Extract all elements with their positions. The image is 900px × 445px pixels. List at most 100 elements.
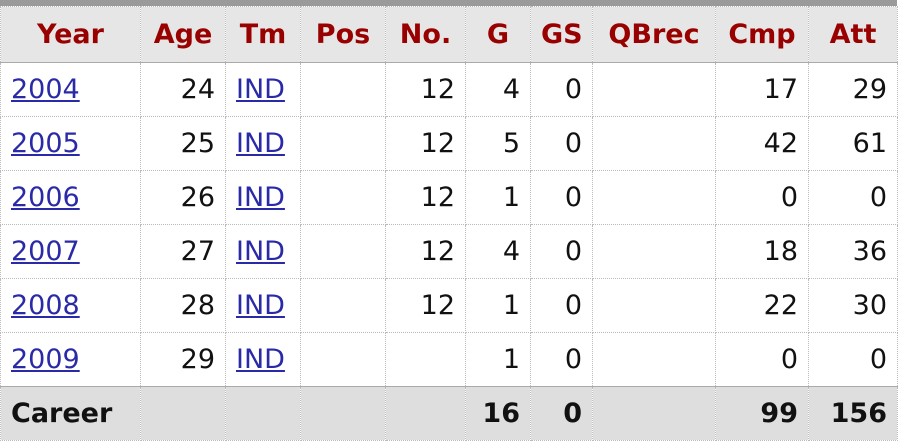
- data-row: 2006 26 IND 12 1 0 0 0: [0, 170, 898, 225]
- table-body: 2004 24 IND 12 4 0 17 29 2005 25 IND 12 5 0 42 61 2006 26…: [0, 62, 898, 441]
- year-link[interactable]: 2006: [11, 182, 80, 213]
- column-header: Year: [0, 6, 141, 63]
- cell: 156: [808, 386, 898, 441]
- stats-table: Year Age Tm Pos No. G GS QBrec Cmp Att 2004 24 IND 1…: [0, 6, 898, 441]
- cell: 2008: [0, 278, 141, 333]
- cell: 30: [808, 278, 898, 333]
- cell: 0: [530, 332, 593, 387]
- cell: 4: [465, 62, 531, 117]
- cell: 1: [465, 332, 531, 387]
- cell: IND: [225, 278, 301, 333]
- cell: 0: [808, 332, 898, 387]
- cell: [300, 170, 386, 225]
- cell: 0: [530, 62, 593, 117]
- column-header: Cmp: [715, 6, 809, 63]
- data-row: 2005 25 IND 12 5 0 42 61: [0, 116, 898, 171]
- cell: 17: [715, 62, 809, 117]
- column-header: No.: [385, 6, 466, 63]
- cell: 42: [715, 116, 809, 171]
- data-row: 2007 27 IND 12 4 0 18 36: [0, 224, 898, 279]
- column-header: G: [465, 6, 531, 63]
- cell: 99: [715, 386, 809, 441]
- cell: IND: [225, 224, 301, 279]
- column-header: Tm: [225, 6, 301, 63]
- year-link[interactable]: 2005: [11, 128, 80, 159]
- cell: 16: [465, 386, 531, 441]
- team-link[interactable]: IND: [236, 290, 285, 321]
- team-link[interactable]: IND: [236, 74, 285, 105]
- cell: 0: [715, 332, 809, 387]
- cell: 5: [465, 116, 531, 171]
- cell: 27: [140, 224, 226, 279]
- data-row: 2009 29 IND 1 0 0 0: [0, 332, 898, 387]
- cell: 0: [808, 170, 898, 225]
- cell: 18: [715, 224, 809, 279]
- cell: [592, 170, 716, 225]
- career-row: Career 16 0 99 156: [0, 386, 898, 441]
- table-header: Year Age Tm Pos No. G GS QBrec Cmp Att: [0, 6, 898, 63]
- header-row: Year Age Tm Pos No. G GS QBrec Cmp Att: [0, 6, 898, 63]
- cell: 25: [140, 116, 226, 171]
- cell: [300, 386, 386, 441]
- cell: 0: [530, 278, 593, 333]
- cell: 1: [465, 278, 531, 333]
- cell: 0: [530, 116, 593, 171]
- cell: 28: [140, 278, 226, 333]
- cell: 2007: [0, 224, 141, 279]
- cell: [592, 116, 716, 171]
- cell: 24: [140, 62, 226, 117]
- cell: IND: [225, 116, 301, 171]
- cell: [300, 332, 386, 387]
- cell: [592, 386, 716, 441]
- cell: [300, 224, 386, 279]
- cell: 12: [385, 170, 466, 225]
- column-header: Att: [808, 6, 898, 63]
- cell: Career: [0, 386, 141, 441]
- team-link[interactable]: IND: [236, 182, 285, 213]
- data-row: 2008 28 IND 12 1 0 22 30: [0, 278, 898, 333]
- cell: 12: [385, 278, 466, 333]
- cell: IND: [225, 332, 301, 387]
- team-link[interactable]: IND: [236, 236, 285, 267]
- cell: 12: [385, 224, 466, 279]
- cell: 0: [530, 386, 593, 441]
- cell: 0: [715, 170, 809, 225]
- year-link[interactable]: 2007: [11, 236, 80, 267]
- cell: 61: [808, 116, 898, 171]
- cell: 12: [385, 116, 466, 171]
- cell: 2009: [0, 332, 141, 387]
- column-header: Age: [140, 6, 226, 63]
- cell: [140, 386, 226, 441]
- cell: 26: [140, 170, 226, 225]
- team-link[interactable]: IND: [236, 128, 285, 159]
- cell: [300, 278, 386, 333]
- cell: 4: [465, 224, 531, 279]
- cell: 29: [808, 62, 898, 117]
- column-header: Pos: [300, 6, 386, 63]
- column-header: QBrec: [592, 6, 716, 63]
- cell: 0: [530, 224, 593, 279]
- cell: 2005: [0, 116, 141, 171]
- cell: IND: [225, 62, 301, 117]
- year-link[interactable]: 2008: [11, 290, 80, 321]
- cell: [225, 386, 301, 441]
- cell: 22: [715, 278, 809, 333]
- cell: [592, 62, 716, 117]
- team-link[interactable]: IND: [236, 344, 285, 375]
- cell: 12: [385, 62, 466, 117]
- year-link[interactable]: 2004: [11, 74, 80, 105]
- cell: [592, 224, 716, 279]
- cell: [300, 62, 386, 117]
- cell: [592, 278, 716, 333]
- cell: 1: [465, 170, 531, 225]
- cell: [592, 332, 716, 387]
- cell: 2004: [0, 62, 141, 117]
- cell: 2006: [0, 170, 141, 225]
- year-link[interactable]: 2009: [11, 344, 80, 375]
- cell: [385, 332, 466, 387]
- cell: [300, 116, 386, 171]
- cell: 29: [140, 332, 226, 387]
- cell: [385, 386, 466, 441]
- cell: 36: [808, 224, 898, 279]
